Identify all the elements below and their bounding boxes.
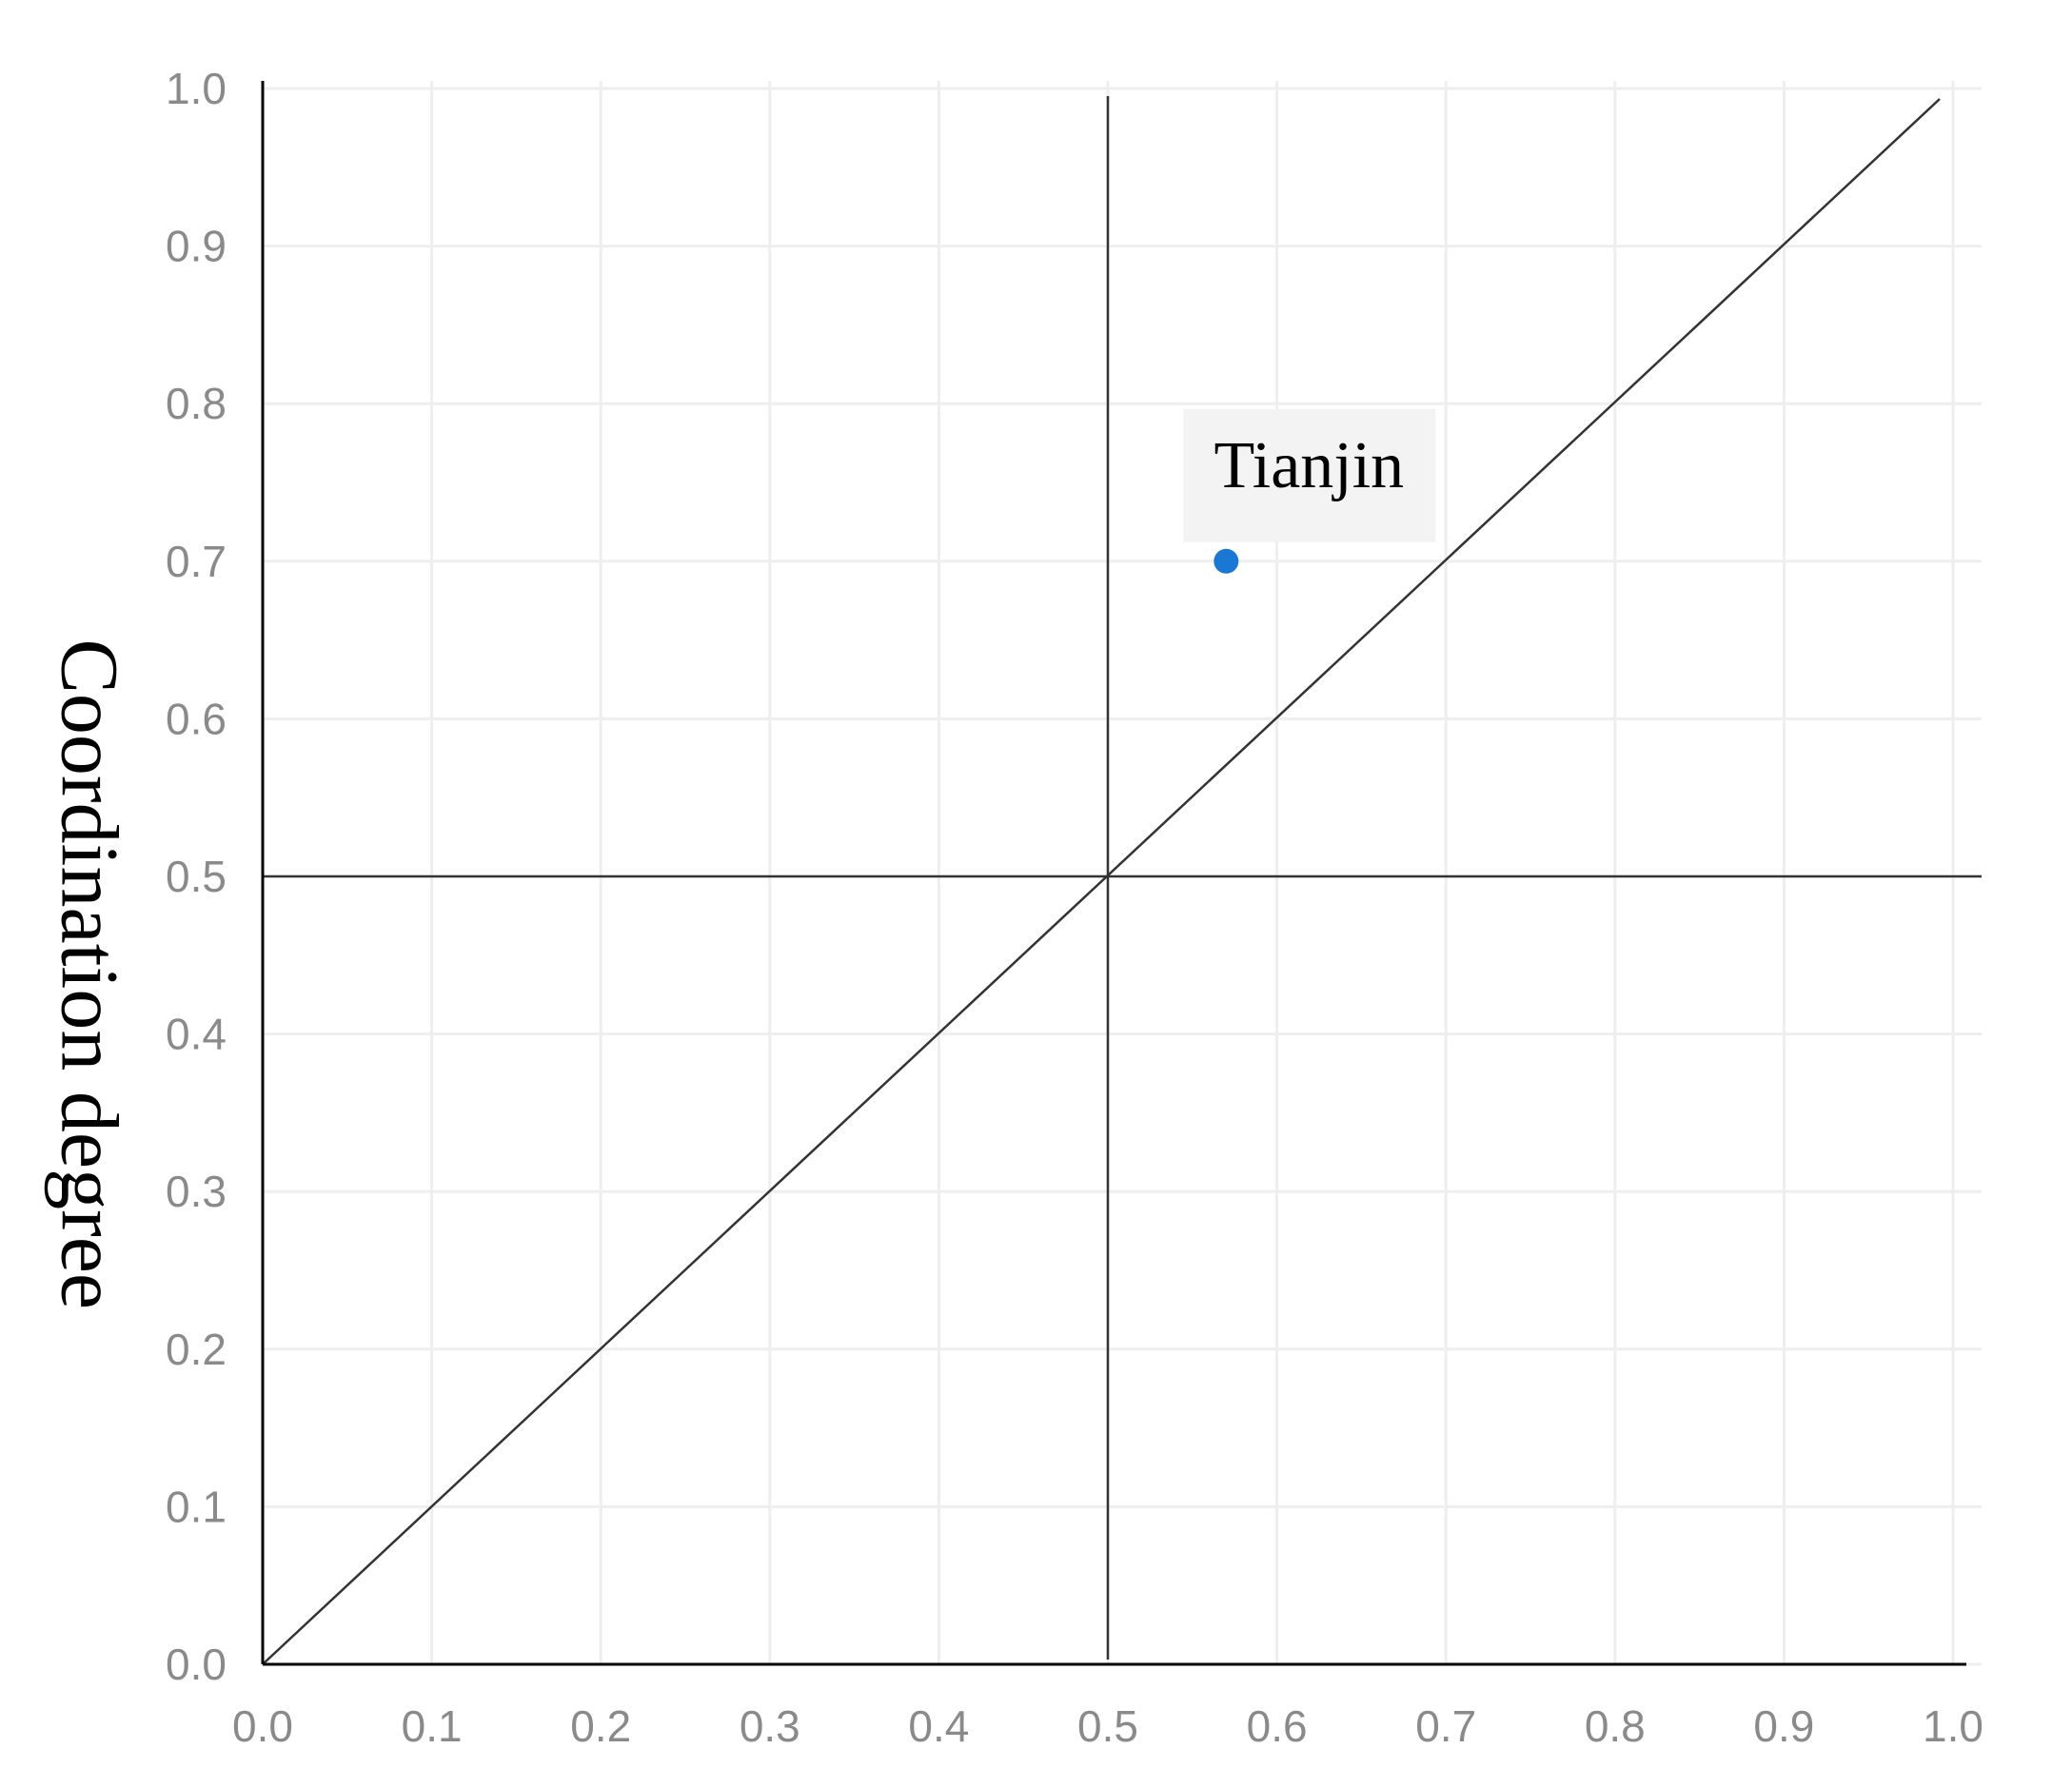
diagonal-reference-line [262, 98, 1941, 1665]
y-tick-label: 0.5 [166, 852, 227, 901]
x-tick-label: 0.2 [570, 1701, 631, 1751]
y-tick-label: 0.2 [166, 1325, 227, 1374]
x-tick-labels: 0.0 0.1 0.2 0.3 0.4 0.5 0.6 0.7 0.8 0.9 1.0 [232, 1701, 1983, 1751]
data-points: Tianjin [1183, 408, 1436, 574]
x-tick-label: 0.7 [1415, 1701, 1476, 1751]
x-tick-label: 0.9 [1753, 1701, 1814, 1751]
x-tick-label: 0.4 [908, 1701, 969, 1751]
data-point [1214, 548, 1239, 574]
x-tick-label: 0.1 [402, 1701, 463, 1751]
y-tick-label: 0.0 [166, 1640, 227, 1689]
x-tick-label: 0.3 [740, 1701, 800, 1751]
reference-lines [262, 96, 1982, 1665]
x-tick-label: 1.0 [1923, 1701, 1983, 1751]
y-tick-labels: 0.0 0.1 0.2 0.3 0.4 0.5 0.6 0.7 0.8 0.9 1.0 [166, 64, 227, 1689]
y-tick-label: 1.0 [166, 64, 227, 113]
data-point-group: Tianjin [1183, 408, 1436, 574]
axes [261, 81, 1966, 1666]
grid [261, 81, 1982, 1666]
x-tick-label: 0.6 [1247, 1701, 1308, 1751]
y-tick-label: 0.4 [166, 1010, 227, 1059]
y-tick-label: 0.1 [166, 1482, 227, 1531]
y-tick-label: 0.8 [166, 379, 227, 428]
y-tick-label: 0.7 [166, 537, 227, 586]
point-label: Tianjin [1214, 429, 1404, 502]
y-tick-label: 0.3 [166, 1167, 227, 1216]
y-tick-label: 0.6 [166, 694, 227, 743]
x-tick-label: 0.0 [232, 1701, 293, 1751]
point-label-box [1183, 408, 1436, 542]
x-tick-label: 0.8 [1585, 1701, 1646, 1751]
x-tick-label: 0.5 [1077, 1701, 1138, 1751]
y-axis-label: Coordination degree [44, 639, 135, 1310]
y-tick-label: 0.9 [166, 222, 227, 271]
